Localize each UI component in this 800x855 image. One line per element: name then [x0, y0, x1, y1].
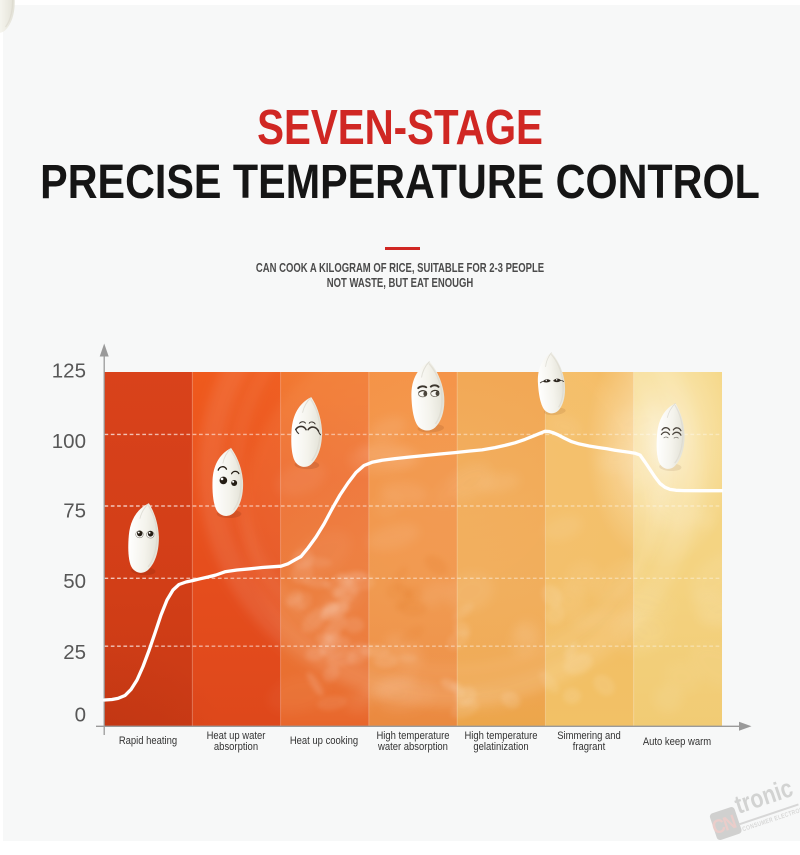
svg-text:0: 0 [75, 704, 86, 727]
svg-text:100: 100 [52, 430, 86, 453]
svg-text:125: 125 [52, 360, 86, 383]
svg-text:75: 75 [63, 500, 86, 523]
svg-text:25: 25 [63, 641, 86, 664]
svg-text:50: 50 [63, 570, 86, 593]
